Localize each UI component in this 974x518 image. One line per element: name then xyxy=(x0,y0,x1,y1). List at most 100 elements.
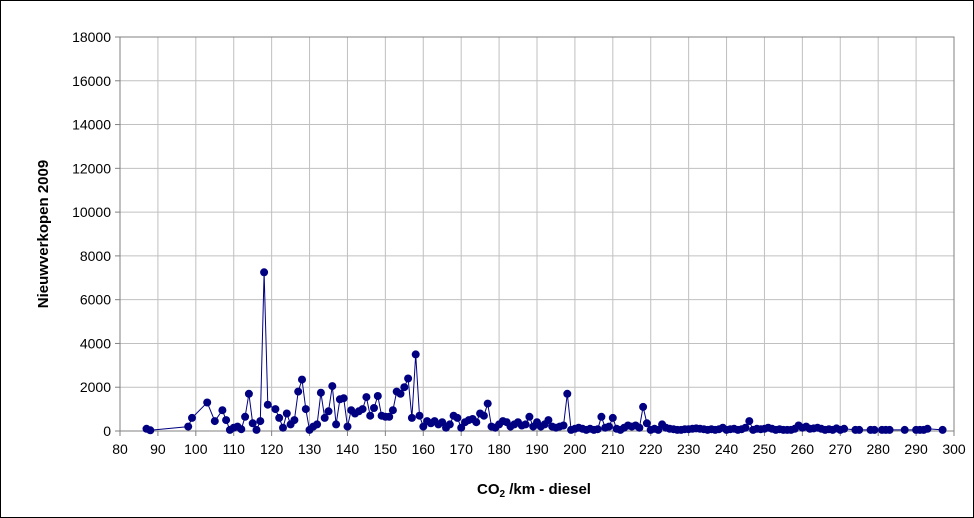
data-point xyxy=(900,425,909,434)
data-point xyxy=(938,425,947,434)
data-point xyxy=(324,407,333,416)
data-point xyxy=(388,406,397,415)
x-tick-label: 120 xyxy=(260,441,284,457)
data-point xyxy=(741,423,750,432)
data-point xyxy=(339,394,348,403)
x-tick-label: 180 xyxy=(487,441,511,457)
x-tick-label: 260 xyxy=(791,441,815,457)
y-tick-label: 0 xyxy=(103,423,111,439)
data-point xyxy=(642,419,651,428)
x-tick-label: 250 xyxy=(753,441,777,457)
data-point xyxy=(445,420,454,429)
y-tick-label: 8000 xyxy=(80,248,111,264)
data-point xyxy=(362,393,371,402)
data-point xyxy=(237,425,246,434)
data-point xyxy=(559,421,568,430)
data-point xyxy=(263,400,272,409)
x-tick-label: 240 xyxy=(715,441,739,457)
x-tick-label: 100 xyxy=(184,441,208,457)
data-series xyxy=(142,268,947,435)
data-point xyxy=(483,399,492,408)
data-point xyxy=(222,416,231,425)
data-point xyxy=(260,268,269,277)
x-tick-label: 80 xyxy=(112,441,128,457)
y-tick-label: 2000 xyxy=(80,379,111,395)
data-point xyxy=(415,411,424,420)
x-axis-title-subscript: 2 xyxy=(500,489,506,500)
data-point xyxy=(411,350,420,359)
y-tick-label: 14000 xyxy=(72,117,111,133)
y-axis: 0 2000 4000 6000 8000 10000 12000 14000 16000 180… xyxy=(72,29,120,439)
data-point xyxy=(203,398,212,407)
data-point xyxy=(275,413,284,422)
data-point xyxy=(840,424,849,433)
x-tick-label: 270 xyxy=(829,441,853,457)
data-point xyxy=(271,405,280,414)
x-tick-label: 280 xyxy=(867,441,891,457)
data-point xyxy=(313,420,322,429)
data-point xyxy=(472,418,481,427)
data-point xyxy=(404,374,413,383)
data-point xyxy=(256,417,265,426)
data-point xyxy=(210,417,219,426)
data-point xyxy=(407,413,416,422)
data-point xyxy=(396,389,405,398)
x-tick-label: 300 xyxy=(942,441,966,457)
data-point xyxy=(241,412,250,421)
data-point xyxy=(188,413,196,422)
data-point xyxy=(563,389,572,398)
data-point xyxy=(298,375,306,384)
data-point xyxy=(370,404,378,412)
grid-lines xyxy=(119,36,955,432)
data-point xyxy=(248,419,257,428)
data-point xyxy=(184,422,193,431)
data-point xyxy=(639,402,648,411)
y-tick-label: 4000 xyxy=(80,335,111,351)
y-tick-label: 12000 xyxy=(72,160,111,176)
x-axis-title-prefix: CO xyxy=(477,481,500,498)
data-point xyxy=(366,411,375,420)
data-point xyxy=(525,412,534,421)
x-tick-label: 90 xyxy=(150,441,166,457)
data-point xyxy=(479,411,488,420)
x-tick-label: 110 xyxy=(223,441,246,457)
x-tick-label: 130 xyxy=(298,441,322,457)
x-tick-label: 200 xyxy=(563,441,587,457)
x-tick-label: 210 xyxy=(601,441,625,457)
y-axis-title: Nieuwverkopen 2009 xyxy=(35,160,52,308)
data-point xyxy=(252,425,261,434)
data-point xyxy=(608,413,617,422)
y-tick-label: 16000 xyxy=(72,73,111,89)
data-point xyxy=(593,425,602,434)
data-point xyxy=(923,424,932,433)
x-tick-label: 160 xyxy=(412,441,436,457)
data-point xyxy=(605,422,613,431)
y-tick-label: 6000 xyxy=(80,292,111,308)
data-point xyxy=(332,420,341,429)
data-point xyxy=(244,389,253,398)
data-point xyxy=(294,387,303,396)
data-point xyxy=(385,412,394,421)
data-point xyxy=(597,412,606,421)
x-tick-label: 190 xyxy=(525,441,549,457)
x-axis-title-suffix: /km - diesel xyxy=(505,481,591,498)
x-tick-label: 150 xyxy=(374,441,398,457)
data-point xyxy=(373,392,382,400)
data-point xyxy=(885,425,894,434)
x-tick-label: 220 xyxy=(639,441,663,457)
data-point xyxy=(328,382,337,391)
data-point xyxy=(343,422,352,431)
y-tick-label: 18000 xyxy=(72,29,111,45)
x-tick-label: 230 xyxy=(677,441,701,457)
data-point xyxy=(146,426,155,435)
x-axis-title: CO2 /km - diesel xyxy=(477,481,591,500)
x-tick-label: 170 xyxy=(450,441,474,457)
data-point xyxy=(301,405,310,414)
x-axis: 80 90 100 110 120 130 140 150 160 170 180 190 200 210… xyxy=(112,431,966,457)
data-point xyxy=(320,413,329,422)
data-point xyxy=(453,413,462,422)
x-tick-label: 290 xyxy=(904,441,928,457)
data-point xyxy=(218,406,227,415)
data-point xyxy=(316,388,325,397)
